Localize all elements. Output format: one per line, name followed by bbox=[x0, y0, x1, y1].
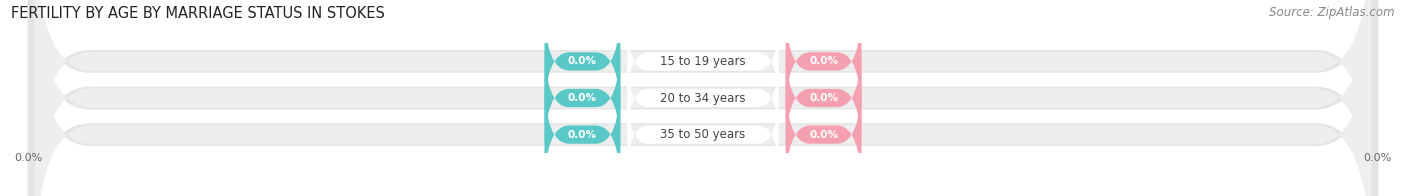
Text: 0.0%: 0.0% bbox=[568, 93, 598, 103]
Text: Source: ZipAtlas.com: Source: ZipAtlas.com bbox=[1270, 6, 1395, 19]
FancyBboxPatch shape bbox=[627, 52, 779, 144]
Text: 0.0%: 0.0% bbox=[14, 153, 42, 163]
FancyBboxPatch shape bbox=[28, 0, 1378, 196]
Text: 0.0%: 0.0% bbox=[1364, 153, 1392, 163]
FancyBboxPatch shape bbox=[35, 0, 1371, 196]
Text: 20 to 34 years: 20 to 34 years bbox=[661, 92, 745, 104]
Text: 0.0%: 0.0% bbox=[808, 56, 838, 66]
FancyBboxPatch shape bbox=[544, 5, 620, 118]
FancyBboxPatch shape bbox=[786, 41, 862, 155]
Text: 0.0%: 0.0% bbox=[568, 130, 598, 140]
Text: 35 to 50 years: 35 to 50 years bbox=[661, 128, 745, 141]
Text: 0.0%: 0.0% bbox=[808, 93, 838, 103]
FancyBboxPatch shape bbox=[627, 89, 779, 180]
FancyBboxPatch shape bbox=[786, 78, 862, 191]
FancyBboxPatch shape bbox=[786, 5, 862, 118]
Text: 0.0%: 0.0% bbox=[808, 130, 838, 140]
FancyBboxPatch shape bbox=[28, 0, 1378, 196]
Text: 0.0%: 0.0% bbox=[568, 56, 598, 66]
Text: FERTILITY BY AGE BY MARRIAGE STATUS IN STOKES: FERTILITY BY AGE BY MARRIAGE STATUS IN S… bbox=[11, 6, 385, 21]
FancyBboxPatch shape bbox=[35, 0, 1371, 196]
FancyBboxPatch shape bbox=[544, 78, 620, 191]
FancyBboxPatch shape bbox=[28, 0, 1378, 196]
FancyBboxPatch shape bbox=[627, 16, 779, 107]
FancyBboxPatch shape bbox=[544, 41, 620, 155]
FancyBboxPatch shape bbox=[35, 0, 1371, 196]
Text: 15 to 19 years: 15 to 19 years bbox=[661, 55, 745, 68]
